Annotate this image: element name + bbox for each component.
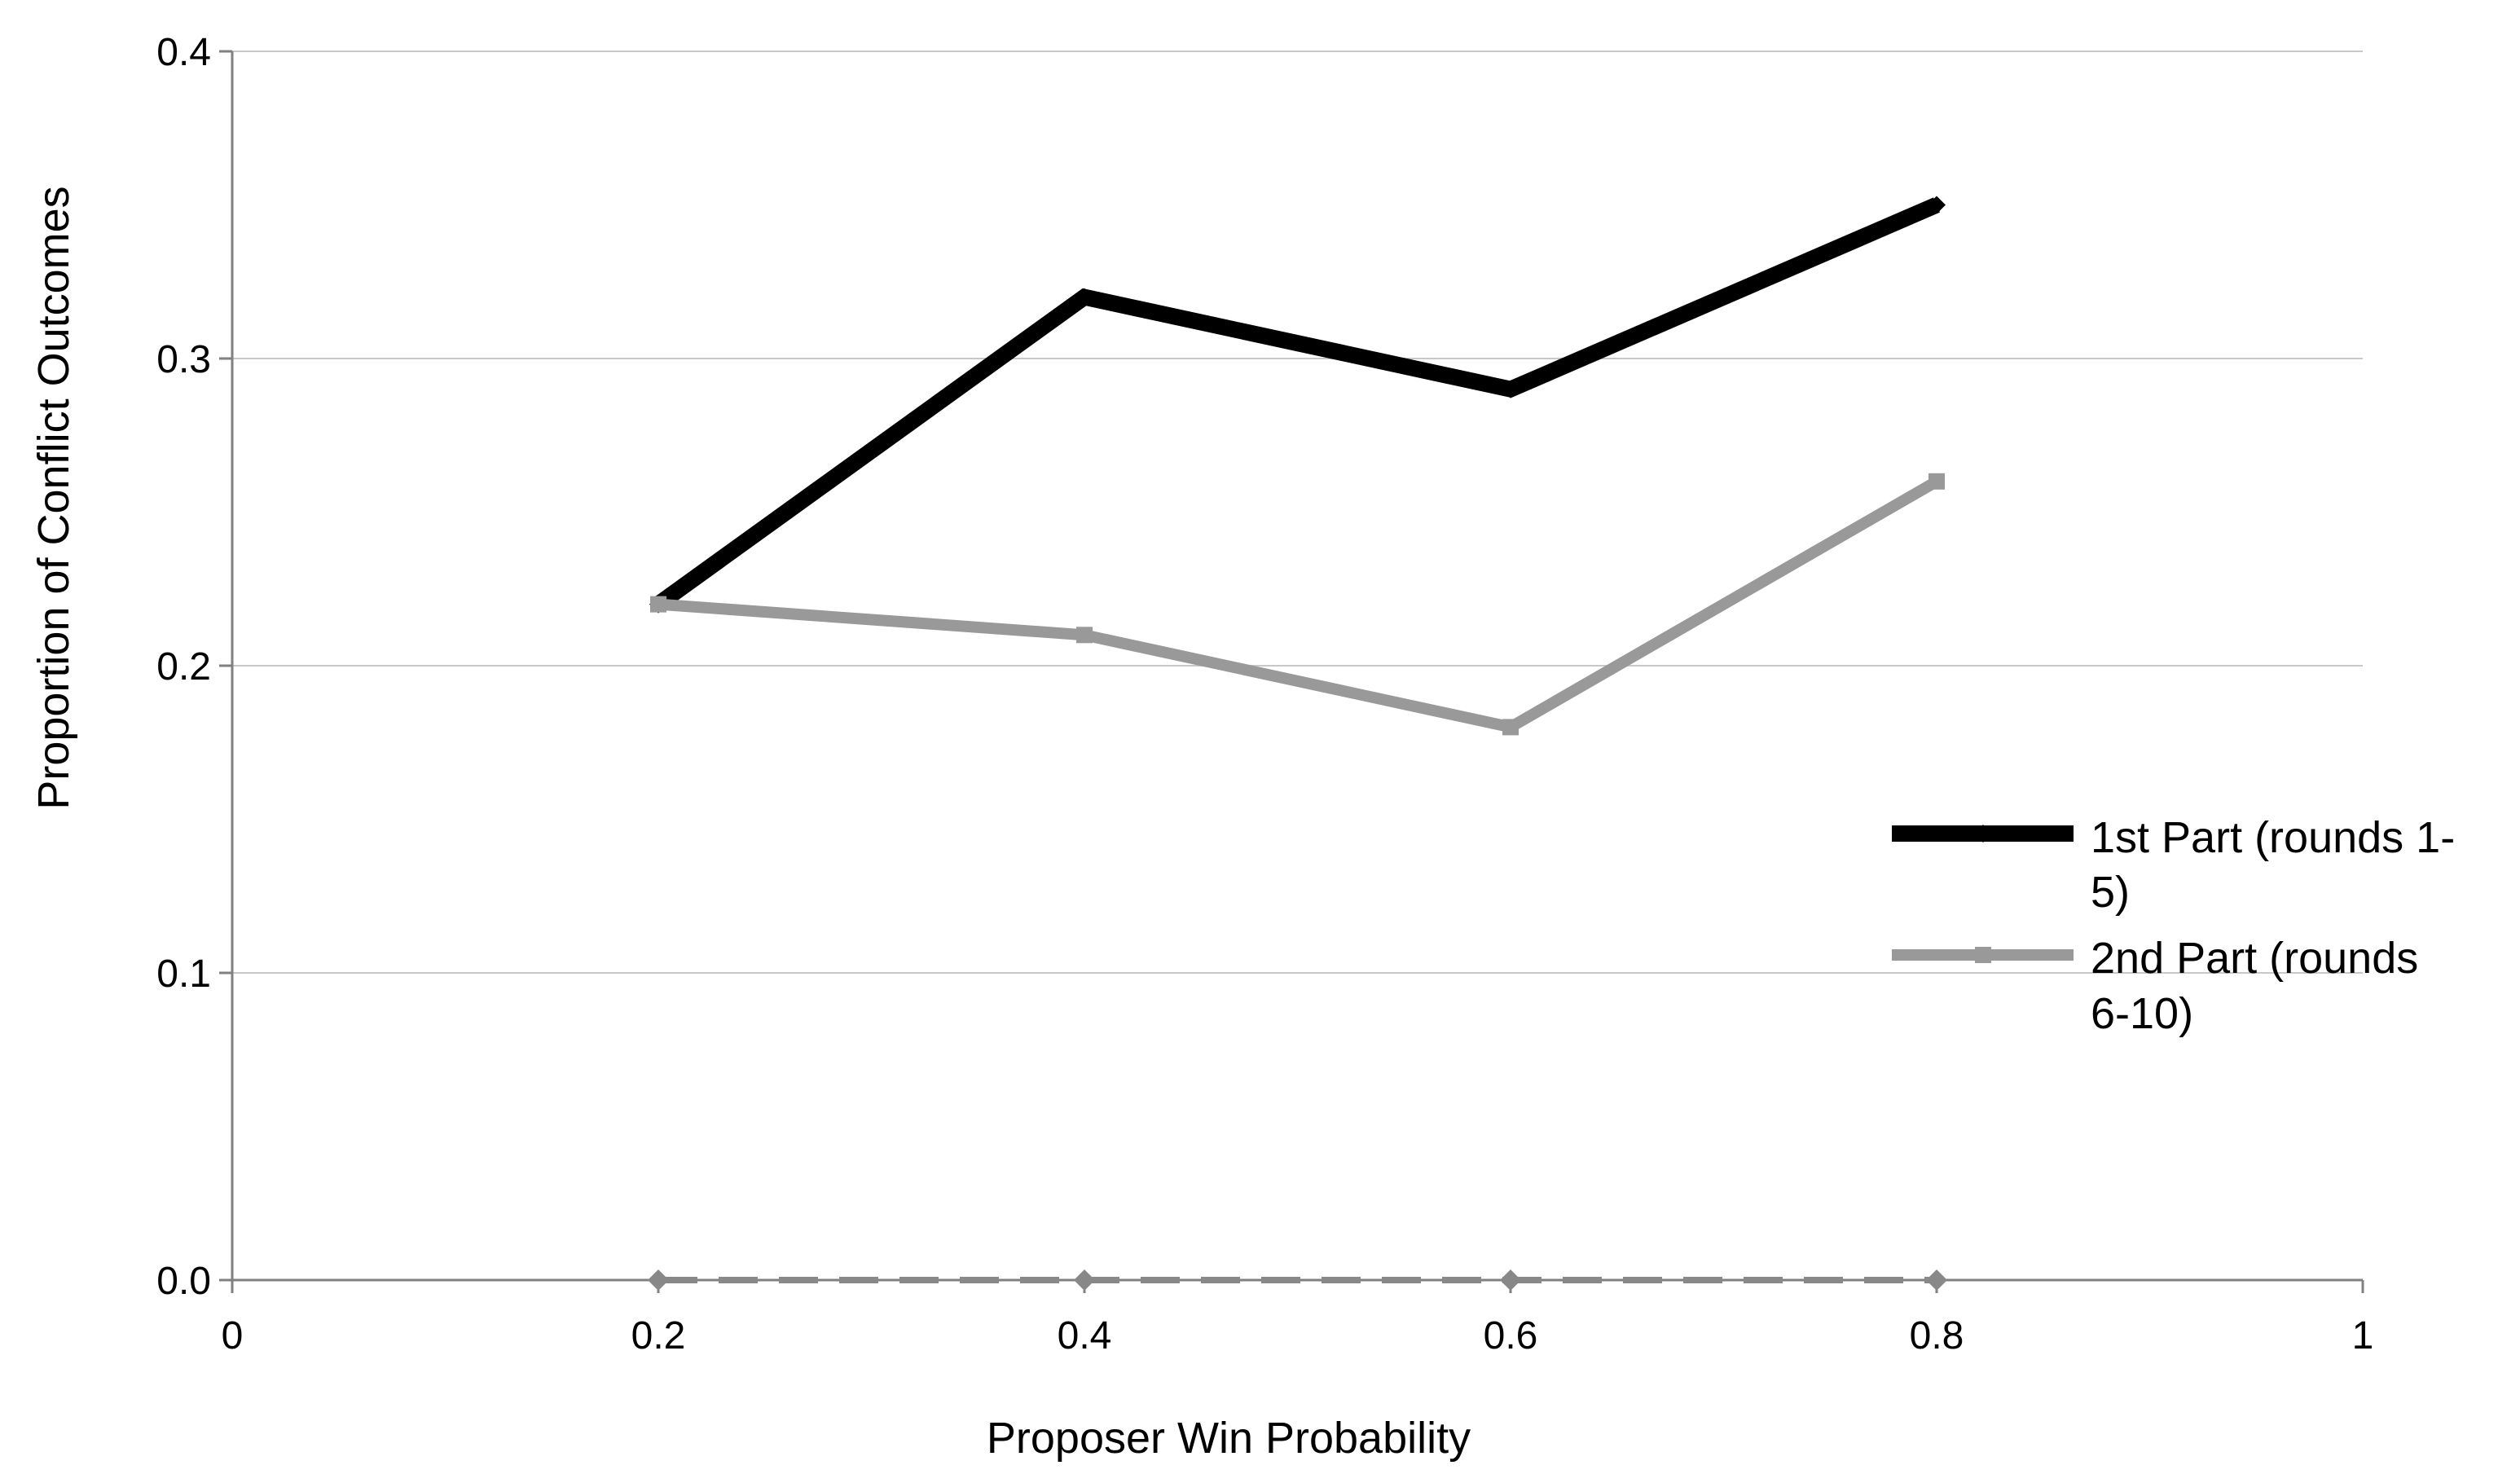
y-axis-title: Proportion of Conflict Outcomes bbox=[29, 186, 78, 809]
gridlines bbox=[232, 51, 2363, 974]
legend: 1st Part (rounds 1- 5) 2nd Part (rounds 6-1… bbox=[1892, 813, 2455, 1038]
series-1 bbox=[649, 196, 1946, 614]
series-3-point-0 bbox=[648, 1269, 669, 1291]
series-3-point-2 bbox=[1500, 1269, 1521, 1291]
series-3-point-1 bbox=[1074, 1269, 1095, 1291]
x-tick-label-5: 1 bbox=[2352, 1314, 2374, 1357]
y-tick-label-1: 0.1 bbox=[156, 953, 211, 996]
y-tick-label-2: 0.2 bbox=[156, 645, 211, 689]
legend-label-2-line-1: 2nd Part (rounds bbox=[2091, 934, 2418, 983]
y-tick-label-3: 0.3 bbox=[156, 338, 211, 381]
series-2-point-2 bbox=[1502, 719, 1519, 736]
x-tick-label-4: 0.8 bbox=[1910, 1314, 1964, 1357]
x-tick-label-3: 0.6 bbox=[1484, 1314, 1538, 1357]
series-3 bbox=[648, 1269, 1947, 1291]
legend-label-1-line-2: 5) bbox=[2091, 868, 2130, 917]
series-2-point-0 bbox=[650, 596, 666, 613]
legend-label-2-line-2: 6-10) bbox=[2091, 989, 2193, 1038]
series-1-point-2 bbox=[1502, 380, 1519, 398]
series-2-point-3 bbox=[1928, 473, 1945, 490]
series-1-point-1 bbox=[1075, 288, 1093, 306]
y-tick-label-4: 0.4 bbox=[156, 31, 211, 74]
series-1-line bbox=[653, 197, 1940, 611]
x-tick-label-1: 0.2 bbox=[631, 1314, 686, 1357]
data-series bbox=[648, 196, 1947, 1291]
x-tick-label-0: 0 bbox=[222, 1314, 244, 1357]
x-tick-label-2: 0.4 bbox=[1058, 1314, 1112, 1357]
series-2-point-1 bbox=[1076, 627, 1093, 644]
series-2-line bbox=[657, 476, 1940, 733]
legend-marker-1 bbox=[1974, 825, 1992, 843]
y-tick-label-0: 0.0 bbox=[156, 1260, 211, 1303]
series-2 bbox=[650, 473, 1945, 736]
legend-marker-2 bbox=[1975, 947, 1991, 963]
x-axis-title: Proposer Win Probability bbox=[987, 1414, 1471, 1463]
series-3-point-3 bbox=[1926, 1269, 1947, 1291]
series-1-point-3 bbox=[1928, 196, 1946, 214]
axes: 0.0 0.1 0.2 0.3 0.4 0 0.2 0.4 0.6 0.8 1 bbox=[156, 31, 2373, 1357]
legend-entry-2: 2nd Part (rounds 6-10) bbox=[1892, 934, 2418, 1038]
legend-entry-1: 1st Part (rounds 1- 5) bbox=[1892, 813, 2455, 917]
legend-label-1-line-1: 1st Part (rounds 1- bbox=[2091, 813, 2455, 862]
